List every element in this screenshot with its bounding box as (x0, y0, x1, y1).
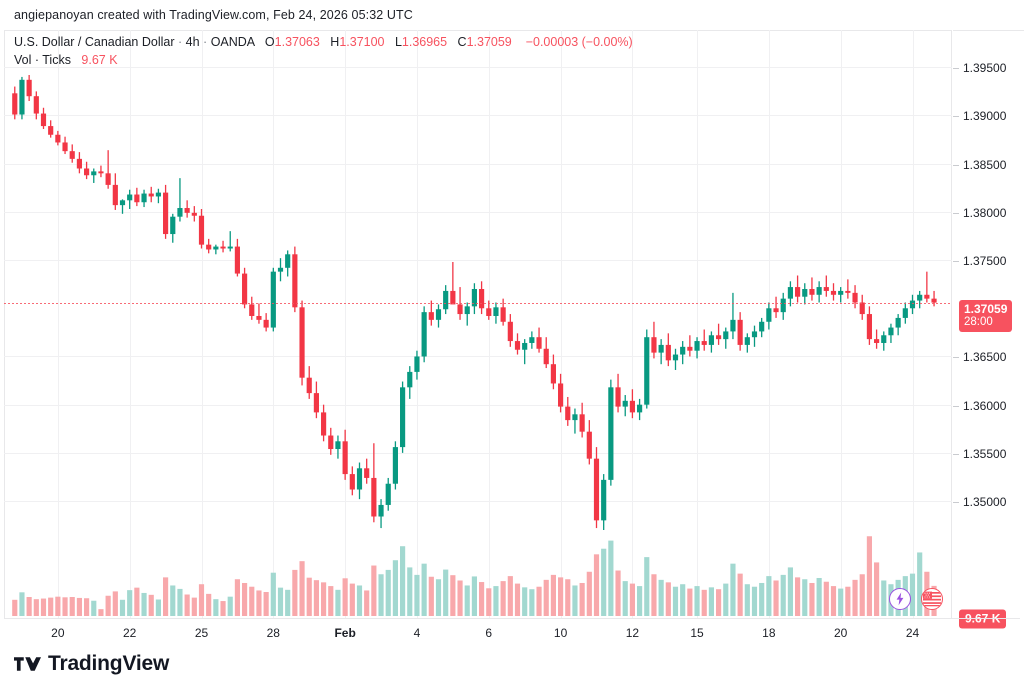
time-tick-label: 18 (762, 626, 776, 640)
price-tick-mark (953, 406, 959, 407)
price-tick-label: 1.36000 (963, 398, 1007, 413)
tradingview-wordmark: TradingView (48, 652, 170, 675)
time-scale[interactable]: 20 22 25 28 Feb 4 6 10 12 15 18 20 24 (4, 618, 1020, 646)
time-tick-label: 20 (833, 626, 848, 640)
price-tick-mark (953, 454, 959, 455)
tradingview-footer: TradingView (14, 652, 169, 676)
time-tick-label: 10 (553, 626, 568, 640)
time-tick-label: 12 (625, 626, 640, 640)
price-scale[interactable]: 1.39500 1.39000 1.38500 1.38000 1.37500 1.365… (953, 30, 1024, 629)
price-tick-label: 1.38000 (963, 205, 1007, 220)
candlestick-svg (4, 30, 952, 618)
lightning-bolt-icon[interactable] (889, 588, 911, 610)
time-tick-label: 6 (485, 626, 493, 640)
price-tick-mark (953, 68, 959, 69)
time-tick-label: 22 (122, 626, 137, 640)
price-tick-label: 1.38500 (963, 157, 1007, 172)
price-tick-label: 1.37500 (963, 254, 1007, 269)
price-tick-label: 1.35000 (963, 495, 1007, 510)
last-price-value: 1.37059 (964, 301, 1008, 316)
price-tick-label: 1.36500 (963, 350, 1007, 365)
price-tick-mark (953, 213, 959, 214)
time-tick-label: 24 (905, 626, 920, 640)
price-tick-mark (953, 502, 959, 503)
price-tick-label: 1.39000 (963, 109, 1007, 124)
time-tick-label: 20 (51, 626, 65, 640)
chart-frame (4, 30, 952, 618)
price-tick-mark (953, 165, 959, 166)
price-tick-mark (953, 357, 959, 358)
chart-plot-area[interactable] (4, 30, 952, 618)
time-tick-label: 28 (266, 626, 280, 640)
time-tick-label: 4 (413, 626, 421, 640)
price-tick-mark (953, 116, 959, 117)
price-tick-mark (953, 261, 959, 262)
bar-countdown: 28:00 (964, 315, 993, 328)
attribution-text: angiepanoyan created with TradingView.co… (14, 8, 413, 22)
time-tick-label: Feb (334, 626, 356, 640)
price-tick-label: 1.35500 (963, 446, 1007, 461)
price-tick-label: 1.39500 (963, 61, 1007, 76)
us-flag-icon[interactable] (921, 588, 943, 610)
time-tick-label: 15 (690, 626, 704, 640)
tradingview-logo-icon (14, 657, 41, 671)
time-tick-label: 25 (194, 626, 209, 640)
last-price-badge[interactable]: 1.37059 28:00 (959, 299, 1013, 332)
